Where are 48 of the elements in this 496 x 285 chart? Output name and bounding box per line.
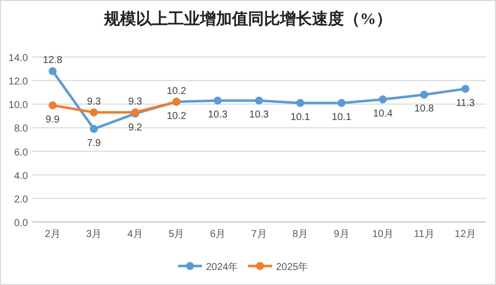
point [461, 84, 470, 93]
data-label: 10.8 [414, 104, 434, 115]
y-tick-label: 2.0 [14, 194, 28, 206]
point [90, 108, 98, 116]
data-label: 12.8 [42, 55, 63, 66]
data-label: 10.2 [166, 86, 187, 97]
y-tick-label: 6.0 [14, 147, 28, 158]
y-tick-label: 4.0 [14, 170, 28, 182]
chart-title: 规模以上工业增加值同比增长速度（%） [103, 9, 392, 28]
point [255, 96, 263, 105]
data-label: 10.3 [208, 110, 228, 121]
point [214, 96, 222, 105]
x-tick-label: 9月 [334, 229, 350, 240]
x-tick-label: 5月 [168, 229, 184, 240]
x-tick-label: 12月 [454, 229, 476, 240]
point [338, 98, 346, 107]
x-tick-label: 11月 [414, 229, 434, 240]
y-tick-label: 12.0 [8, 76, 28, 88]
data-label: 9.9 [46, 114, 60, 126]
legend-label: 2025年 [276, 261, 308, 273]
x-tick-label: 6月 [210, 229, 226, 240]
data-label: 10.3 [249, 110, 270, 121]
x-tick-label: 4月 [127, 229, 143, 240]
data-label: 9.3 [128, 96, 143, 108]
data-label: 9.3 [86, 96, 102, 108]
legend-label: 2024年 [206, 261, 238, 273]
y-tick-label: 8.0 [14, 124, 28, 135]
y-tick-label: 10.0 [8, 100, 28, 112]
data-label: 10.1 [290, 112, 310, 123]
x-tick-label: 2月 [44, 229, 60, 240]
y-tick-label: 0.0 [14, 218, 28, 229]
data-label: 7.9 [86, 138, 102, 149]
point [378, 95, 387, 104]
x-tick-label: 3月 [86, 229, 102, 240]
x-tick-label: 8月 [292, 229, 308, 240]
data-label: 9.2 [128, 122, 143, 134]
x-tick-label: 10月 [372, 229, 394, 240]
point [420, 90, 428, 99]
point [48, 101, 57, 110]
x-tick-label: 7月 [251, 229, 267, 240]
point [296, 98, 304, 107]
data-label: 10.4 [373, 108, 393, 120]
data-label: 11.3 [456, 98, 476, 109]
y-tick-label: 14.0 [8, 53, 28, 64]
point [48, 67, 57, 76]
data-label: 10.2 [166, 110, 187, 122]
point [90, 124, 98, 133]
data-label: 10.1 [332, 112, 352, 123]
